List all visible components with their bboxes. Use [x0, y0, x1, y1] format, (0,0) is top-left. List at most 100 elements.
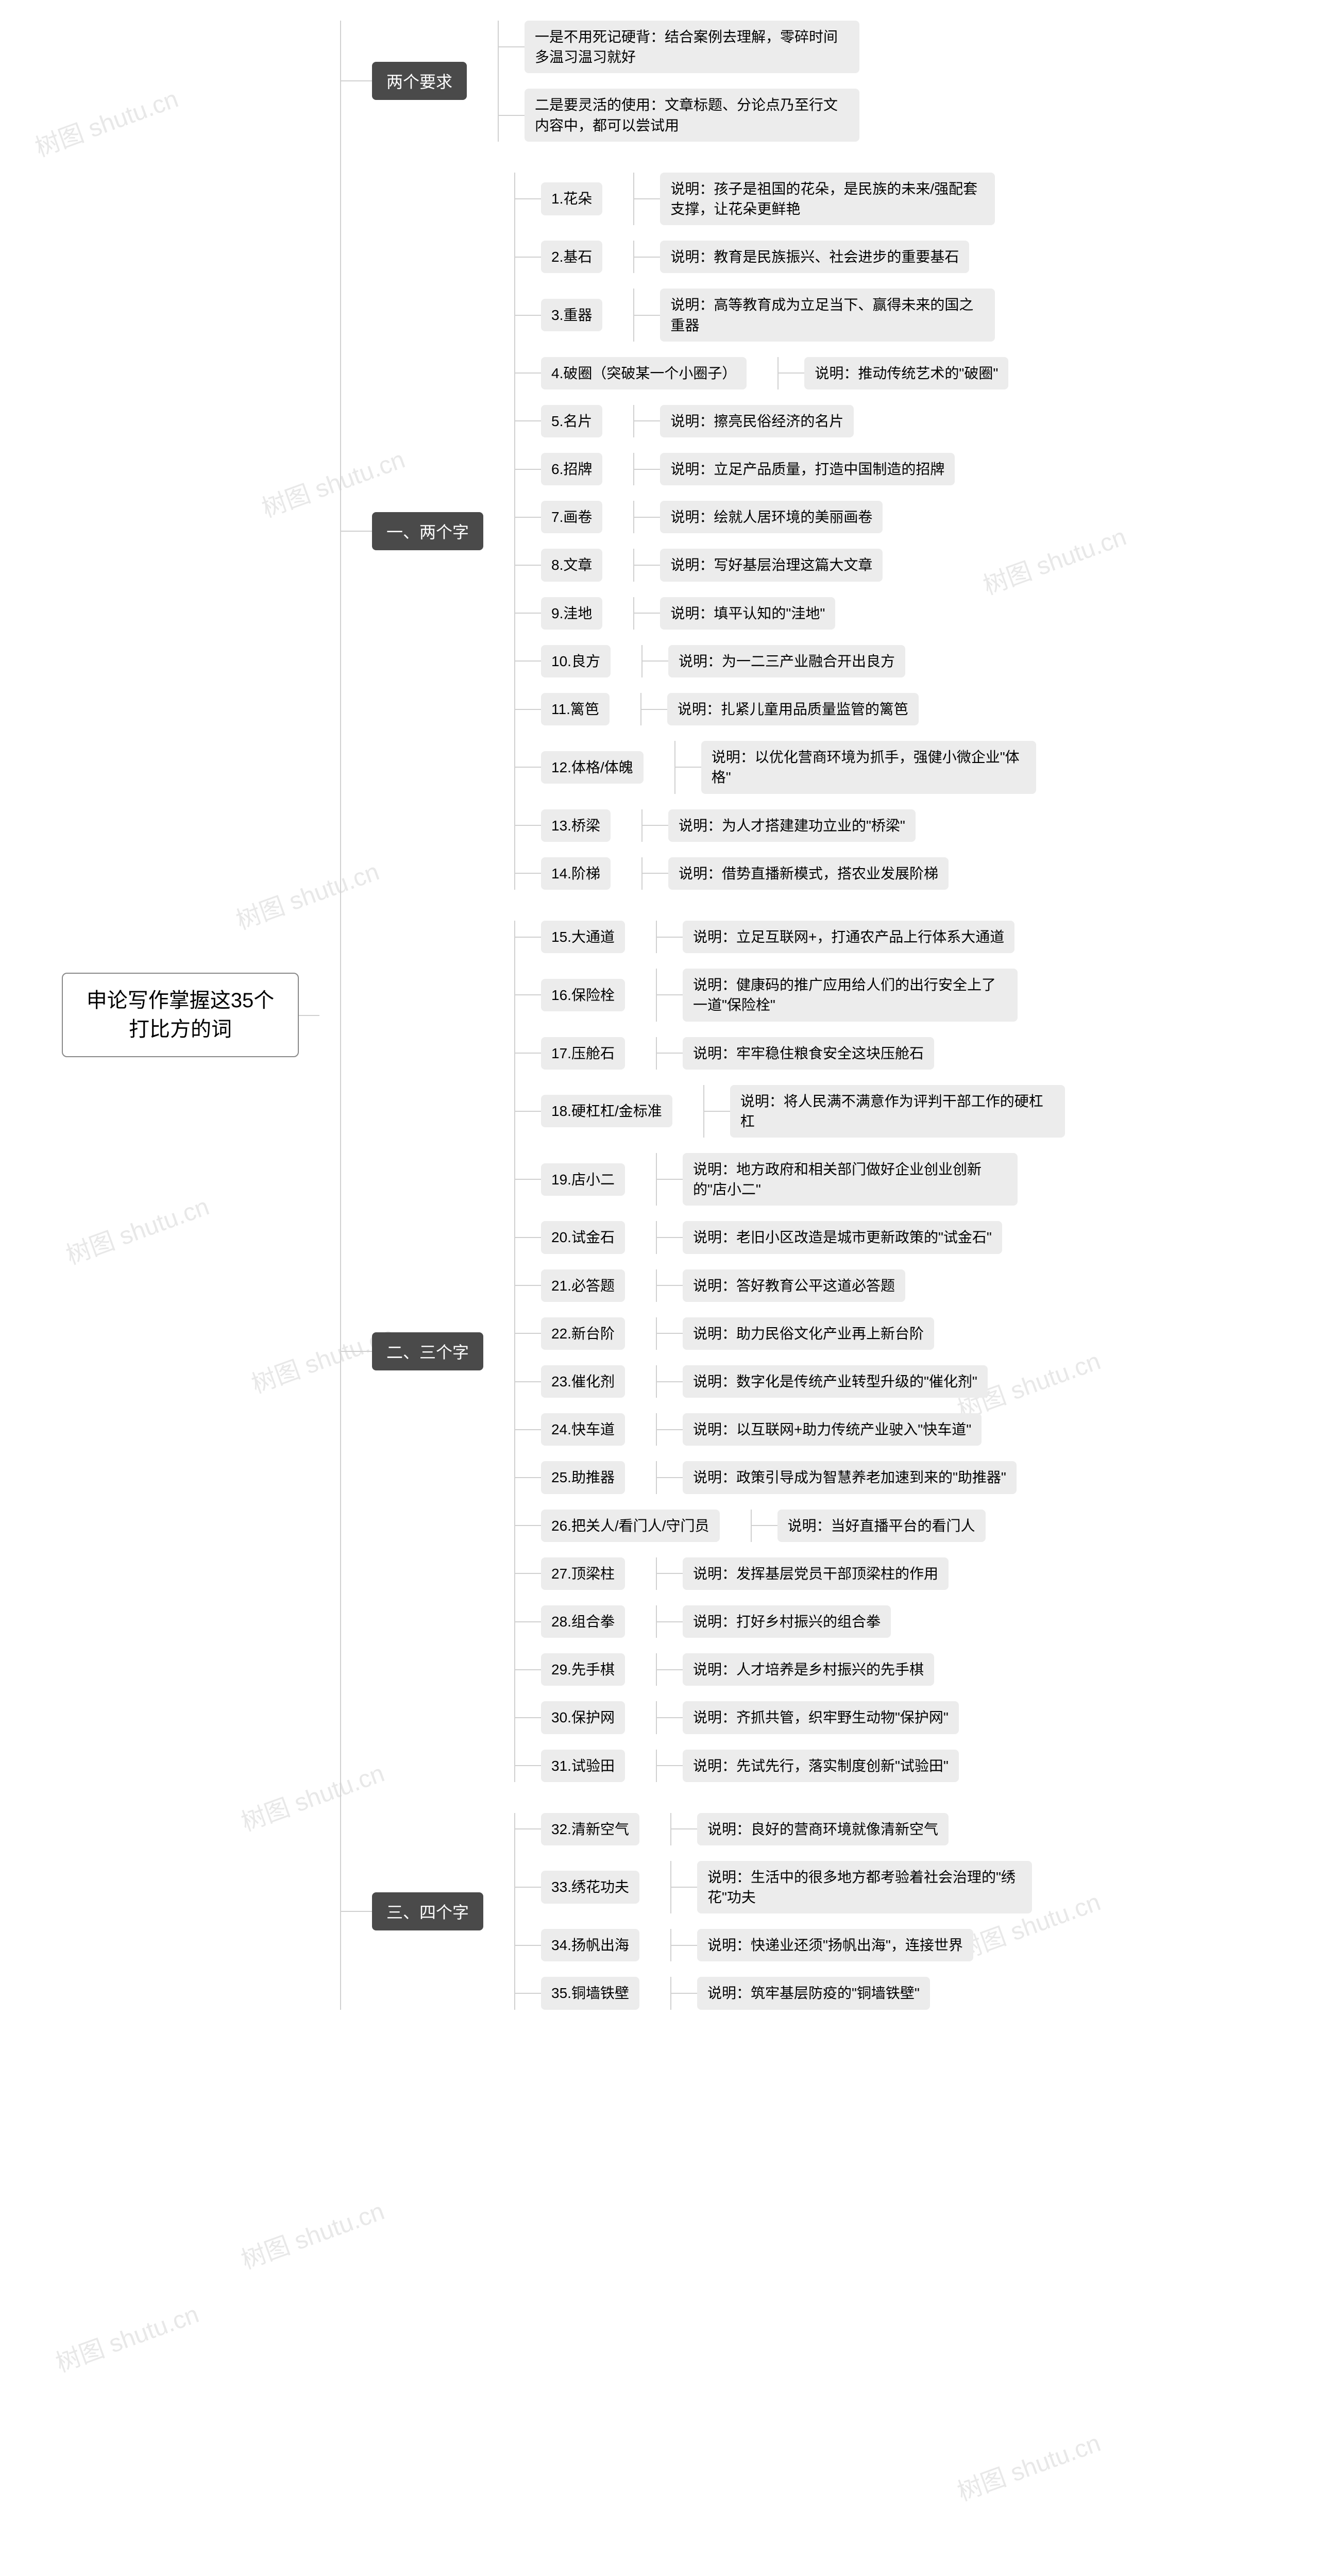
- item-row: 33.绣花功夫 说明：生活中的很多地方都考验着社会治理的"绣花"功夫: [515, 1861, 1032, 1913]
- item-row: 7.画卷说明：绘就人居环境的美丽画卷: [515, 501, 1036, 533]
- item-desc-wrap: 说明：齐抓共管，织牢野生动物"保护网": [656, 1701, 959, 1734]
- item-desc-wrap: 说明：立足产品质量，打造中国制造的招牌: [633, 453, 955, 485]
- item-desc: 说明：写好基层治理这篇大文章: [660, 549, 883, 581]
- item-row: 26.把关人/看门人/守门员 说明：当好直播平台的看门人: [515, 1510, 1065, 1542]
- item-desc: 说明：筑牢基层防疫的"铜墙铁壁": [697, 1977, 930, 2009]
- item-row: 16.保险栓说明：健康码的推广应用给人们的出行安全上了一道"保险栓": [515, 969, 1065, 1021]
- item-desc-wrap: 说明：教育是民族振兴、社会进步的重要基石: [633, 241, 969, 273]
- item-desc: 说明：生活中的很多地方都考验着社会治理的"绣花"功夫: [697, 1861, 1032, 1913]
- desc-row: 说明：绘就人居环境的美丽画卷: [634, 501, 883, 533]
- item-desc: 说明：政策引导成为智慧养老加速到来的"助推器": [683, 1461, 1017, 1494]
- item-row: 9.洼地 说明：填平认知的"洼地": [515, 597, 1036, 630]
- desc-row: 说明：人才培养是乡村振兴的先手棋: [657, 1653, 934, 1686]
- item-row: 11.篱笆 说明：扎紧儿童用品质量监管的篱笆: [515, 693, 1036, 725]
- desc-row: 说明：打好乡村振兴的组合拳: [657, 1605, 891, 1638]
- item-row: 12.体格/体魄说明：以优化营商环境为抓手，强健小微企业"体格": [515, 741, 1036, 793]
- item-label: 26.把关人/看门人/守门员: [541, 1510, 719, 1542]
- desc-row: 说明：写好基层治理这篇大文章: [634, 549, 883, 581]
- section-children: 32.清新空气说明：良好的营商环境就像清新空气 33.绣花功夫 说明：生活中的很多地…: [514, 1813, 1032, 2010]
- desc-row: 说明：快递业还须"扬帆出海"，连接世界: [671, 1929, 973, 1961]
- item-desc-wrap: 说明：牢牢稳住粮食安全这块压舱石: [656, 1037, 934, 1070]
- item-row: 31.试验田说明：先试先行，落实制度创新"试验田": [515, 1750, 1065, 1782]
- item-desc-wrap: 说明：为人才搭建建功立业的"桥梁": [641, 809, 916, 842]
- item-desc-wrap: 说明：人才培养是乡村振兴的先手棋: [656, 1653, 934, 1686]
- item-desc: 说明：打好乡村振兴的组合拳: [683, 1605, 891, 1638]
- item-row: 21.必答题说明：答好教育公平这道必答题: [515, 1269, 1065, 1302]
- section-branch: 三、四个字 32.清新空气说明：良好的营商环境就像清新空气 33.绣花功夫 说明：生活…: [341, 1813, 1065, 2010]
- item-desc: 说明：为一二三产业融合开出良方: [668, 645, 905, 677]
- item-label: 32.清新空气: [541, 1813, 639, 1845]
- section-title: 三、四个字: [372, 1892, 483, 1930]
- item-label: 17.压舱石: [541, 1037, 625, 1070]
- item-desc-wrap: 说明：高等教育成为立足当下、赢得未来的国之重器: [633, 289, 995, 341]
- desc-row: 说明：立足互联网+，打通农产品上行体系大通道: [657, 921, 1014, 953]
- item-desc: 说明：助力民俗文化产业再上新台阶: [683, 1317, 934, 1350]
- item-desc-wrap: 说明：发挥基层党员干部顶梁柱的作用: [656, 1557, 949, 1590]
- item-label: 10.良方: [541, 645, 611, 677]
- section-title: 两个要求: [372, 62, 467, 100]
- item-desc-wrap: 说明：填平认知的"洼地": [633, 597, 835, 630]
- desc-row: 说明：健康码的推广应用给人们的出行安全上了一道"保险栓": [657, 969, 1018, 1021]
- item-label: 24.快车道: [541, 1413, 625, 1446]
- item-desc: 说明：牢牢稳住粮食安全这块压舱石: [683, 1037, 934, 1070]
- desc-row: 说明：孩子是祖国的花朵，是民族的未来/强配套支撑，让花朵更鲜艳: [634, 173, 995, 225]
- item-label: 30.保护网: [541, 1701, 625, 1734]
- item-row: 17.压舱石 说明：牢牢稳住粮食安全这块压舱石: [515, 1037, 1065, 1070]
- item-row: 4.破圈（突破某一个小圈子）说明：推动传统艺术的"破圈": [515, 357, 1036, 389]
- item-row: 34.扬帆出海说明：快递业还须"扬帆出海"，连接世界: [515, 1929, 1032, 1961]
- item-label: 33.绣花功夫: [541, 1871, 639, 1903]
- item-label: 9.洼地: [541, 597, 602, 630]
- desc-row: 说明：以优化营商环境为抓手，强健小微企业"体格": [675, 741, 1036, 793]
- item-desc: 说明：推动传统艺术的"破圈": [804, 357, 1008, 389]
- item-row: 6.招牌 说明：立足产品质量，打造中国制造的招牌: [515, 453, 1036, 485]
- desc-row: 说明：教育是民族振兴、社会进步的重要基石: [634, 241, 969, 273]
- item-desc-wrap: 说明：数字化是传统产业转型升级的"催化剂": [656, 1365, 988, 1398]
- item-row: 1.花朵说明：孩子是祖国的花朵，是民族的未来/强配套支撑，让花朵更鲜艳: [515, 173, 1036, 225]
- desc-row: 说明：政策引导成为智慧养老加速到来的"助推器": [657, 1461, 1017, 1494]
- item-label: 16.保险栓: [541, 979, 625, 1011]
- item-row: 29.先手棋说明：人才培养是乡村振兴的先手棋: [515, 1653, 1065, 1686]
- item-desc-wrap: 说明：筑牢基层防疫的"铜墙铁壁": [670, 1977, 930, 2009]
- item-row: 19.店小二说明：地方政府和相关部门做好企业创业创新的"店小二": [515, 1153, 1065, 1206]
- desc-row: 说明：生活中的很多地方都考验着社会治理的"绣花"功夫: [671, 1861, 1032, 1913]
- item-label: 35.铜墙铁壁: [541, 1977, 639, 2009]
- item-desc-wrap: 说明：为一二三产业融合开出良方: [641, 645, 905, 677]
- item-label: 11.篱笆: [541, 693, 610, 725]
- section-branch: 一、两个字1.花朵说明：孩子是祖国的花朵，是民族的未来/强配套支撑，让花朵更鲜艳…: [341, 173, 1065, 890]
- item-label: 15.大通道: [541, 921, 625, 953]
- watermark: 树图 shutu.cn: [50, 2294, 203, 2379]
- desc-row: 说明：为一二三产业融合开出良方: [642, 645, 905, 677]
- item-desc: 说明：发挥基层党员干部顶梁柱的作用: [683, 1557, 949, 1590]
- item-row: 20.试金石说明：老旧小区改造是城市更新政策的"试金石": [515, 1221, 1065, 1253]
- item-desc-wrap: 说明：快递业还须"扬帆出海"，连接世界: [670, 1929, 973, 1961]
- item-desc-wrap: 说明：健康码的推广应用给人们的出行安全上了一道"保险栓": [656, 969, 1018, 1021]
- item-desc-wrap: 说明：地方政府和相关部门做好企业创业创新的"店小二": [656, 1153, 1018, 1206]
- item-desc-wrap: 说明：写好基层治理这篇大文章: [633, 549, 883, 581]
- item-desc: 说明：扎紧儿童用品质量监管的篱笆: [667, 693, 919, 725]
- desc-row: 说明：老旧小区改造是城市更新政策的"试金石": [657, 1221, 1002, 1253]
- item-desc: 说明：当好直播平台的看门人: [777, 1510, 986, 1542]
- sections-column: 两个要求一是不用死记硬背：结合案例去理解，零碎时间多温习温习就好二是要灵活的使用…: [340, 21, 1065, 2010]
- item-desc: 说明：快递业还须"扬帆出海"，连接世界: [697, 1929, 973, 1961]
- section-branch: 二、三个字15.大通道说明：立足互联网+，打通农产品上行体系大通道16.保险栓说…: [341, 921, 1065, 1782]
- item-label: 22.新台阶: [541, 1317, 625, 1350]
- desc-row: 说明：高等教育成为立足当下、赢得未来的国之重器: [634, 289, 995, 341]
- item-row: 22.新台阶 说明：助力民俗文化产业再上新台阶: [515, 1317, 1065, 1350]
- item-desc: 说明：立足产品质量，打造中国制造的招牌: [660, 453, 955, 485]
- item-row: 一是不用死记硬背：结合案例去理解，零碎时间多温习温习就好: [499, 21, 859, 73]
- item-desc: 说明：先试先行，落实制度创新"试验田": [683, 1750, 959, 1782]
- item-label: 6.招牌: [541, 453, 602, 485]
- item-desc: 说明：老旧小区改造是城市更新政策的"试金石": [683, 1221, 1002, 1253]
- desc-row: 说明：填平认知的"洼地": [634, 597, 835, 630]
- item-desc-wrap: 说明：良好的营商环境就像清新空气: [670, 1813, 949, 1845]
- item-desc-wrap: 说明：打好乡村振兴的组合拳: [656, 1605, 891, 1638]
- item-desc: 说明：填平认知的"洼地": [660, 597, 835, 630]
- item-label: 19.店小二: [541, 1163, 625, 1196]
- item-label: 7.画卷: [541, 501, 602, 533]
- section-children: 1.花朵说明：孩子是祖国的花朵，是民族的未来/强配套支撑，让花朵更鲜艳2.基石说…: [514, 173, 1036, 890]
- item-row: 18.硬杠杠/金标准说明：将人民满不满意作为评判干部工作的硬杠杠: [515, 1085, 1065, 1138]
- desc-row: 说明：以互联网+助力传统产业驶入"快车道": [657, 1413, 982, 1446]
- item-desc: 说明：借势直播新模式，搭农业发展阶梯: [668, 857, 949, 890]
- item-desc-wrap: 说明：擦亮民俗经济的名片: [633, 405, 854, 437]
- item-label: 2.基石: [541, 241, 602, 273]
